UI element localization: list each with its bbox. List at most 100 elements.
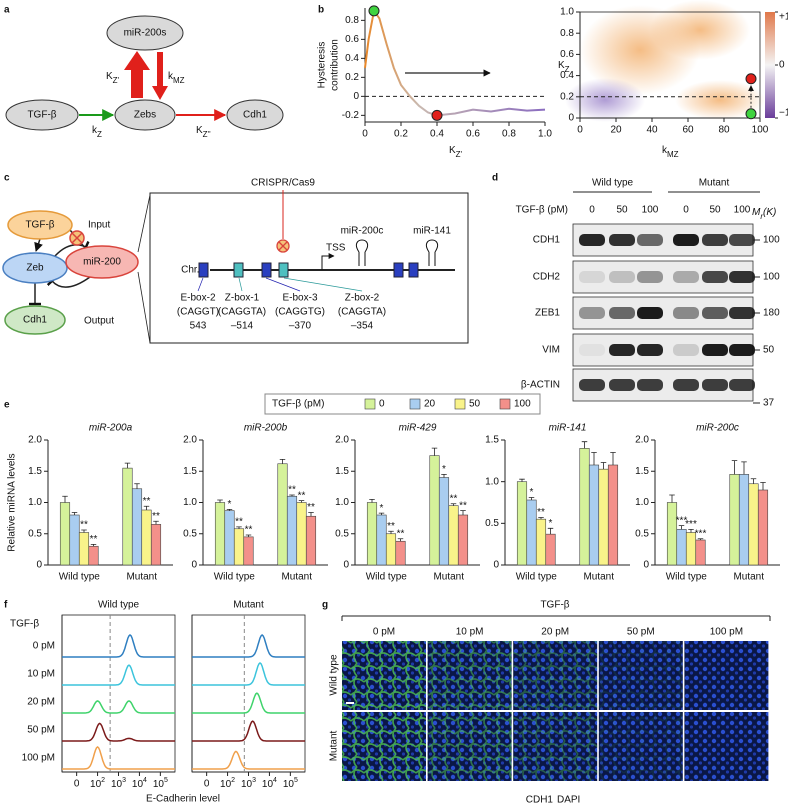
x-tick-label: 105 bbox=[283, 777, 298, 789]
node-label: Cdh1 bbox=[23, 315, 47, 326]
legend-swatch bbox=[454, 398, 466, 410]
plot-frame bbox=[61, 614, 176, 773]
micrograph-cdh1 bbox=[427, 712, 512, 781]
bar bbox=[535, 518, 547, 566]
mw-title: Mr(K) bbox=[752, 207, 776, 221]
error-bar bbox=[678, 525, 685, 530]
mw-title-suffix: (K) bbox=[763, 207, 776, 218]
error-bar bbox=[688, 528, 694, 533]
x-tick-label: 102 bbox=[220, 777, 235, 789]
site-motif: (CAGGTG) bbox=[275, 307, 325, 318]
mw-title-base: M bbox=[752, 207, 761, 218]
y-tick-label: 0 bbox=[568, 113, 574, 124]
x-tick-label-sup: 3 bbox=[122, 777, 126, 784]
x-tick-label: 1.0 bbox=[538, 129, 552, 140]
colorbar-label: 0 bbox=[779, 60, 785, 71]
node-label: miR-200 bbox=[83, 257, 121, 268]
y-tick-label: 2.0 bbox=[335, 435, 349, 446]
significance: ** bbox=[90, 534, 98, 545]
y-tick-label: 1.5 bbox=[28, 466, 42, 477]
x-tick-label-base: 10 bbox=[90, 779, 102, 790]
panel-letter: d bbox=[492, 173, 498, 184]
chart-title: Mutant bbox=[233, 600, 264, 611]
dose-label: 50 pM bbox=[627, 627, 655, 638]
rate-label: KZ' bbox=[106, 71, 120, 85]
band bbox=[673, 344, 699, 356]
error-bar bbox=[217, 499, 223, 503]
lane-label: 100 bbox=[642, 205, 659, 216]
band bbox=[609, 307, 635, 319]
y-tick-label: -0.2 bbox=[342, 110, 360, 121]
y-tick-label: 1.0 bbox=[28, 497, 42, 508]
scale-bar bbox=[346, 702, 354, 704]
edge bbox=[124, 51, 150, 98]
stain-label: CDH1 bbox=[526, 795, 554, 806]
bar bbox=[676, 529, 687, 566]
node-label: TGF-β bbox=[27, 110, 56, 121]
edge bbox=[46, 276, 91, 288]
x-tick-label: Wild type bbox=[214, 572, 256, 583]
y-axis-label-sub: Z bbox=[565, 65, 570, 74]
rate-label-sub: Z'' bbox=[203, 130, 211, 139]
mw-label: 50 bbox=[763, 345, 775, 356]
curve bbox=[364, 8, 546, 117]
bar bbox=[598, 468, 609, 566]
x-tick-label: 20 bbox=[610, 125, 622, 136]
x-tick-label: 100 bbox=[752, 125, 769, 136]
flow-ylabel: TGF-β bbox=[10, 619, 39, 630]
micrograph-cdh1 bbox=[427, 641, 512, 710]
legend-label: 0 bbox=[379, 399, 385, 410]
genotype-label: Mutant bbox=[699, 178, 730, 189]
mw-label: 180 bbox=[763, 308, 780, 319]
error-bar bbox=[450, 503, 457, 506]
x-tick-label: 0.4 bbox=[430, 129, 444, 140]
significance: ** bbox=[298, 490, 306, 501]
density-curve bbox=[62, 722, 175, 742]
band bbox=[673, 271, 699, 283]
band bbox=[673, 307, 699, 319]
legend-title: TGF-β (pM) bbox=[272, 399, 324, 410]
bar bbox=[141, 509, 152, 566]
x-axis-label-sub: MZ bbox=[667, 150, 679, 159]
error-bar bbox=[750, 478, 757, 484]
bar bbox=[588, 464, 600, 566]
x-tick-label: Wild type bbox=[516, 572, 558, 583]
x-tick-label: 0 bbox=[577, 125, 583, 136]
site-box bbox=[198, 262, 209, 278]
y-tick-label: 2.0 bbox=[635, 435, 649, 446]
band bbox=[702, 379, 728, 391]
edge bbox=[152, 52, 168, 100]
rate-label-sub: Z' bbox=[113, 76, 120, 85]
bar bbox=[738, 474, 750, 566]
band bbox=[579, 234, 605, 246]
colorbar-label: −1 bbox=[779, 108, 788, 119]
protein-label: CDH2 bbox=[533, 272, 561, 283]
bar bbox=[607, 464, 619, 566]
site-leader bbox=[265, 277, 301, 292]
significance: ** bbox=[152, 511, 160, 522]
error-bar bbox=[431, 447, 438, 456]
bar bbox=[131, 488, 143, 566]
hairpin bbox=[356, 239, 368, 266]
flow-xlabel: E-Cadherin level bbox=[146, 794, 220, 805]
mw-title-sub: r bbox=[760, 212, 763, 221]
density-cloud bbox=[565, 78, 645, 122]
bar bbox=[305, 515, 317, 566]
legend-box bbox=[264, 393, 541, 415]
error-bar bbox=[731, 460, 738, 475]
band bbox=[729, 379, 755, 391]
plot-frame bbox=[191, 614, 306, 773]
site-name: Z-box-1 bbox=[225, 293, 260, 304]
density-curve bbox=[192, 634, 305, 658]
site-box bbox=[261, 262, 272, 278]
bar bbox=[122, 467, 133, 566]
y-tick-label: 0.2 bbox=[560, 91, 574, 102]
y-axis-label: Hysteresis bbox=[317, 42, 328, 89]
error-bar bbox=[245, 534, 252, 537]
mw-label: 37 bbox=[763, 398, 775, 409]
error-bar bbox=[528, 497, 535, 500]
y-tick-label: 1.5 bbox=[183, 466, 197, 477]
inhibit-mark bbox=[71, 232, 83, 244]
gene-box bbox=[149, 192, 469, 344]
